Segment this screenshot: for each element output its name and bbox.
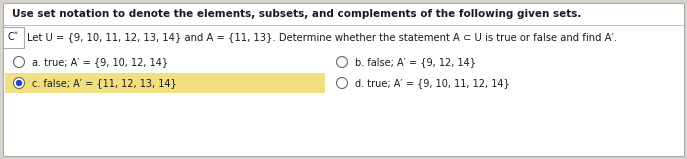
Text: Use set notation to denote the elements, subsets, and complements of the followi: Use set notation to denote the elements,… bbox=[12, 9, 581, 19]
Circle shape bbox=[16, 80, 22, 86]
Text: b. false; A′ = {9, 12, 14}: b. false; A′ = {9, 12, 14} bbox=[355, 57, 476, 67]
Text: a. true; A′ = {9, 10, 12, 14}: a. true; A′ = {9, 10, 12, 14} bbox=[32, 57, 168, 67]
Text: c. false; A′ = {11, 12, 13, 14}: c. false; A′ = {11, 12, 13, 14} bbox=[32, 78, 177, 88]
Circle shape bbox=[337, 77, 348, 89]
Text: Let U = {9, 10, 11, 12, 13, 14} and A = {11, 13}. Determine whether the statemen: Let U = {9, 10, 11, 12, 13, 14} and A = … bbox=[27, 32, 617, 42]
Text: d. true; A′ = {9, 10, 11, 12, 14}: d. true; A′ = {9, 10, 11, 12, 14} bbox=[355, 78, 510, 88]
Circle shape bbox=[14, 77, 25, 89]
Bar bbox=[5, 73, 325, 93]
Circle shape bbox=[337, 56, 348, 68]
Text: C˅: C˅ bbox=[7, 32, 19, 42]
Circle shape bbox=[14, 56, 25, 68]
FancyBboxPatch shape bbox=[3, 27, 23, 48]
